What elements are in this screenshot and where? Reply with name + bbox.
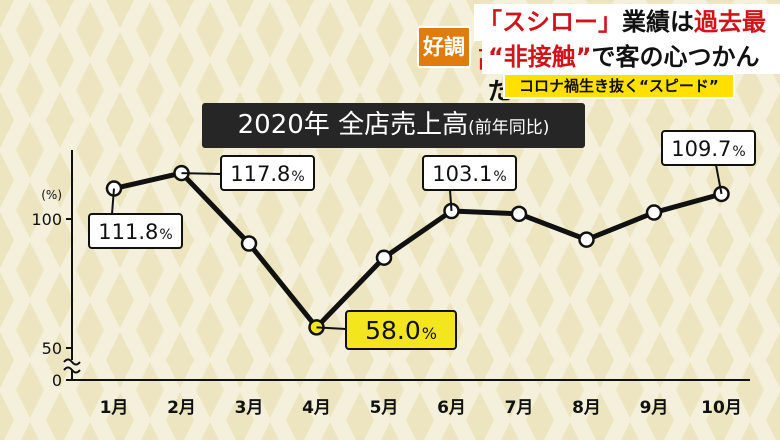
caption-subline: コロナ禍生き抜く“スピード”: [503, 73, 735, 99]
y-axis-unit: (%): [41, 188, 62, 202]
data-label: 103.1%: [432, 162, 506, 186]
chart-title-text: 2020年 全店売上高: [237, 110, 469, 140]
label-leader: [715, 164, 723, 195]
data-point: [578, 231, 595, 248]
data-label-box: [88, 213, 183, 249]
data-label-unit: %: [159, 227, 172, 243]
label-leader: [449, 189, 453, 212]
x-tick-label: 2月: [167, 398, 196, 418]
data-label-box: [220, 155, 315, 191]
series-line: [105, 164, 730, 336]
data-label-unit: %: [291, 169, 304, 185]
x-tick-label: 8月: [572, 398, 601, 418]
x-tick-label: 9月: [640, 398, 669, 418]
data-label-value: 111.8: [98, 220, 158, 244]
data-label-value: 58.0: [365, 316, 421, 345]
label-leader: [181, 172, 222, 175]
y-tick-label: 50: [42, 339, 62, 358]
y-tick-label: 100: [31, 210, 62, 229]
axis-break-mark: [63, 358, 81, 366]
x-tick-label: 3月: [235, 398, 264, 418]
caption-headline-1: 「スシロー」業績は過去最高: [474, 4, 780, 73]
data-label: 58.0%: [365, 316, 437, 345]
caption-contactless: “非接触”: [488, 43, 592, 71]
caption-badge: 好調: [417, 26, 471, 68]
caption-headline-2: “非接触”で客の心つかんだ: [482, 40, 780, 105]
data-label-box: [345, 310, 457, 350]
label-leader: [111, 188, 115, 215]
point-labels: 111.8%117.8%58.0%103.1%109.7%: [88, 130, 756, 350]
data-label-box: [422, 155, 517, 191]
label-leader: [316, 326, 347, 330]
data-point: [240, 235, 258, 252]
data-label-value: 109.7: [671, 137, 731, 161]
series-path: [113, 170, 723, 330]
chart-title: 2020年 全店売上高(前年同比): [202, 103, 585, 148]
data-label: 109.7%: [671, 137, 745, 161]
data-label-unit: %: [422, 324, 437, 343]
data-label-value: 117.8: [230, 162, 290, 186]
data-label-unit: %: [493, 169, 506, 185]
data-point: [375, 249, 393, 266]
caption-text-b: で客の心つかんだ: [488, 43, 760, 105]
x-tick-label: 7月: [505, 398, 534, 418]
caption-text-a: 業績は: [622, 8, 694, 36]
x-tick-label: 5月: [370, 398, 399, 418]
axis-break-mark: [63, 366, 81, 374]
data-label-value: 103.1: [432, 162, 492, 186]
data-label-box: [661, 130, 756, 166]
data-point: [645, 204, 663, 221]
x-tick-label: 1月: [100, 398, 129, 418]
x-tick-label: 10月: [701, 398, 742, 418]
data-label: 111.8%: [98, 220, 172, 244]
axis-break-gap: [64, 360, 80, 370]
y-tick-label: 0: [52, 371, 62, 390]
x-tick-label: 4月: [302, 398, 331, 418]
data-label: 117.8%: [230, 162, 304, 186]
x-tick-label: 6月: [437, 398, 466, 418]
data-label-unit: %: [732, 144, 745, 160]
axes: 0 50 100 (%) 1月 2月 3月 4月 5月 6月 7月 8月 9月 10月: [31, 150, 750, 418]
data-point: [510, 205, 528, 223]
caption-brand: 「スシロー」: [478, 8, 622, 36]
chart-title-note: (前年同比): [468, 118, 550, 138]
